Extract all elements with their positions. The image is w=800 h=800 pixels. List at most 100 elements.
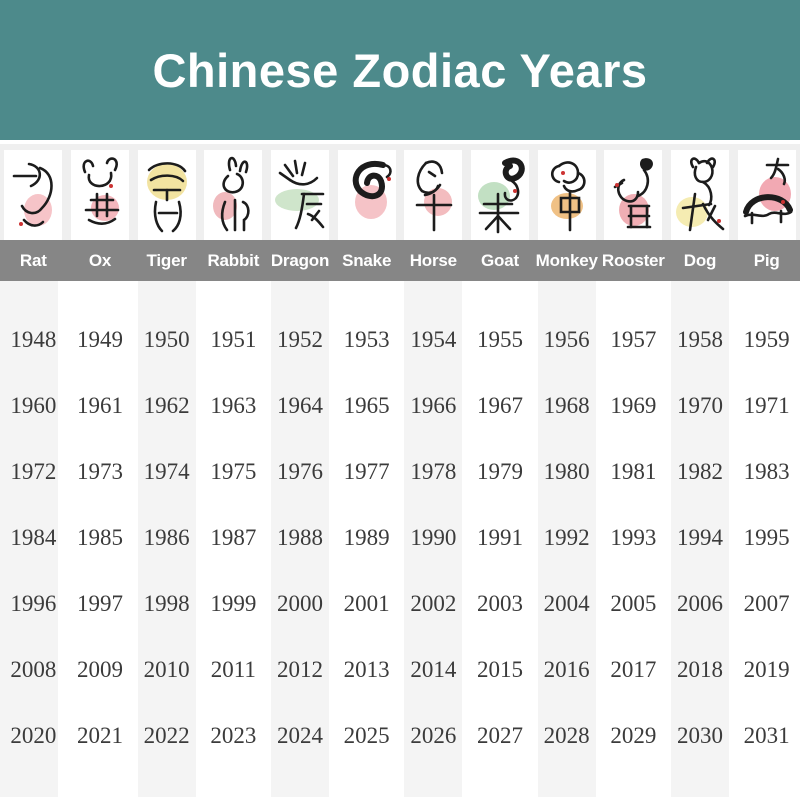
zodiac-name-rabbit: Rabbit [207,250,260,270]
zodiac-icon-cell-goat [467,144,534,240]
zodiac-icon-cell-dog [667,144,734,240]
zodiac-name-pig: Pig [753,250,780,270]
dragon-icon [274,159,325,230]
year-cell-dog-1994: 1994 [676,525,723,550]
year-cell-rooster-1981: 1981 [610,459,657,484]
zodiac-name-rat: Rat [19,250,47,270]
zodiac-name-dog: Dog [683,250,717,270]
year-cell-pig-1971: 1971 [743,393,790,418]
zodiac-icon-card-rabbit [204,150,263,240]
zodiac-icon-cell-rooster [600,144,667,240]
year-cell-ox-2021: 2021 [76,723,123,748]
year-cell-ox-1973: 1973 [76,459,123,484]
zodiac-icon-card-horse [404,150,463,240]
year-cell-tiger-2010: 2010 [143,657,190,682]
dog-icon [675,157,725,232]
zodiac-icon-cell-rabbit [200,144,267,240]
year-cell-dragon-1988: 1988 [276,525,323,550]
rabbit-icon [213,156,250,232]
header-banner: Chinese Zodiac Years [0,0,800,140]
year-cell-snake-1953: 1953 [343,327,390,352]
year-cell-rabbit-1975: 1975 [210,459,257,484]
header-divider [0,140,800,144]
year-cell-pig-1995: 1995 [743,525,790,550]
stripe-cell [0,281,67,797]
year-cell-rabbit-1999: 1999 [210,591,257,616]
zodiac-icon-cell-tiger [133,144,200,240]
year-cell-horse-1990: 1990 [410,525,457,550]
year-cell-goat-1991: 1991 [476,525,523,550]
year-cell-goat-2027: 2027 [476,723,523,748]
year-cell-ox-2009: 2009 [76,657,123,682]
year-cell-goat-1967: 1967 [476,393,523,418]
year-cell-rat-2008: 2008 [10,657,57,682]
year-cell-monkey-1980: 1980 [543,459,590,484]
year-cell-goat-1955: 1955 [476,327,523,352]
year-cell-snake-1965: 1965 [343,393,390,418]
year-cell-horse-1978: 1978 [410,459,457,484]
column-stripe [404,281,463,797]
year-cell-pig-1959: 1959 [743,327,790,352]
year-cell-monkey-1968: 1968 [543,393,590,418]
year-cell-pig-1983: 1983 [743,459,790,484]
year-cell-rat-1972: 1972 [10,459,57,484]
year-cell-dog-1982: 1982 [676,459,723,484]
zodiac-icon-card-dog [670,150,729,240]
zodiac-icon-cell-dragon [267,144,334,240]
year-cell-rabbit-2011: 2011 [210,657,256,682]
year-cell-monkey-1956: 1956 [543,327,590,352]
year-cell-tiger-2022: 2022 [143,723,190,748]
zodiac-name-horse: Horse [409,250,457,270]
year-cell-tiger-1962: 1962 [143,393,190,418]
year-cell-rat-1960: 1960 [10,393,57,418]
year-cell-rat-1948: 1948 [10,327,57,352]
year-cell-monkey-1992: 1992 [543,525,590,550]
year-cell-pig-2031: 2031 [743,723,790,748]
year-cell-tiger-1986: 1986 [143,525,190,550]
year-cell-pig-2007: 2007 [743,591,790,616]
zodiac-icon-cell-snake [333,144,400,240]
year-cell-horse-2002: 2002 [410,591,457,616]
zodiac-name-tiger: Tiger [146,250,187,270]
zodiac-name-snake: Snake [342,250,392,270]
icon-row [0,144,800,240]
year-cell-rat-1984: 1984 [10,525,57,550]
year-cell-monkey-2028: 2028 [543,723,590,748]
year-grid: 1948 1949 1950 1951 1952 1953 1954 1955 1956 1957… [0,281,800,800]
stripe-cell [267,281,334,797]
year-cell-dragon-1976: 1976 [276,459,323,484]
zodiac-icon-card-monkey [537,150,596,240]
year-cell-rat-2020: 2020 [10,723,57,748]
year-cell-pig-2019: 2019 [743,657,790,682]
year-cell-horse-1966: 1966 [410,393,457,418]
zodiac-name-ox: Ox [88,250,112,270]
zodiac-icon-cell-horse [400,144,467,240]
year-cell-snake-1989: 1989 [343,525,390,550]
zodiac-name-dragon: Dragon [270,250,330,270]
year-cell-horse-2014: 2014 [410,657,457,682]
monkey-icon [550,161,586,232]
year-cell-rabbit-2023: 2023 [210,723,257,748]
zodiac-icon-card-rooster [604,150,663,240]
year-cell-goat-1979: 1979 [476,459,523,484]
year-cell-snake-2025: 2025 [343,723,390,748]
year-cell-ox-1949: 1949 [76,327,123,352]
year-cell-rooster-1969: 1969 [610,393,657,418]
tiger-icon [146,162,187,233]
year-cell-dragon-2012: 2012 [276,657,323,682]
year-cell-tiger-1974: 1974 [143,459,190,484]
zodiac-icon-cell-ox [67,144,134,240]
column-stripe [0,281,58,797]
year-cell-rabbit-1963: 1963 [210,393,257,418]
year-cell-rooster-2029: 2029 [610,723,657,748]
zodiac-icon-card-dragon [270,150,329,240]
rooster-icon [614,158,654,229]
year-cell-rat-1996: 1996 [10,591,57,616]
year-cell-ox-1985: 1985 [76,525,123,550]
year-cell-rabbit-1951: 1951 [210,327,257,352]
zodiac-icon-card-snake [337,150,396,240]
column-stripe [537,281,596,797]
pig-icon [742,157,793,225]
year-cell-dog-2006: 2006 [676,591,723,616]
